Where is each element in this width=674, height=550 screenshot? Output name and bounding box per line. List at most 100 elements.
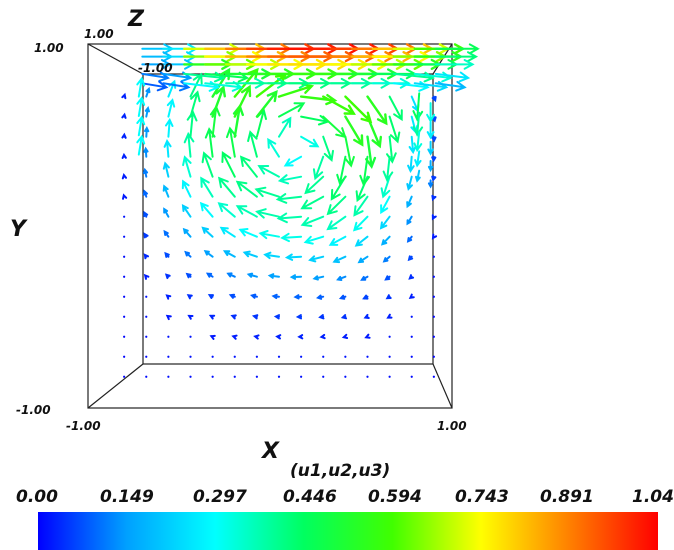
velocity-arrow <box>278 102 306 118</box>
velocity-arrow <box>410 355 413 358</box>
velocity-arrow <box>432 335 435 338</box>
velocity-arrow <box>322 95 356 115</box>
velocity-arrow <box>162 161 170 178</box>
velocity-arrow <box>385 294 392 300</box>
velocity-arrow <box>209 334 216 340</box>
velocity-arrow <box>352 215 369 232</box>
velocity-arrow <box>162 184 170 198</box>
velocity-arrow <box>121 92 127 100</box>
velocity-arrow <box>203 250 214 258</box>
velocity-arrow <box>199 201 214 218</box>
velocity-arrow <box>382 255 391 263</box>
velocity-arrow <box>379 215 391 230</box>
velocity-arrow <box>322 115 347 139</box>
velocity-arrow <box>184 250 192 258</box>
velocity-arrow <box>217 176 236 198</box>
velocity-arrow <box>123 235 126 238</box>
velocity-arrow <box>363 313 370 319</box>
velocity-arrow <box>406 195 413 209</box>
velocity-arrow <box>408 274 415 280</box>
velocity-arrow <box>284 253 303 261</box>
velocity-arrow <box>328 235 347 246</box>
velocity-arrow <box>123 215 126 218</box>
velocity-arrow <box>414 150 422 168</box>
velocity-arrow <box>143 273 150 280</box>
y-axis-label: Y <box>10 217 28 242</box>
velocity-arrow <box>164 273 171 280</box>
velocity-arrow <box>136 115 146 137</box>
velocity-arrow <box>431 115 437 123</box>
velocity-arrow <box>276 212 303 224</box>
velocity-arrow <box>189 355 192 358</box>
z-bottom-tick: -1.00 <box>138 61 173 75</box>
velocity-arrow <box>354 235 369 247</box>
velocity-arrow <box>415 169 421 183</box>
z-axis-label: Z <box>127 7 145 32</box>
colorbar-tick-label: 0.594 <box>368 487 422 507</box>
velocity-arrow <box>255 90 278 118</box>
velocity-arrow <box>432 295 435 298</box>
x-axis-label: X <box>260 439 280 464</box>
velocity-arrow <box>318 314 325 320</box>
velocity-arrow <box>167 375 170 378</box>
velocity-arrow <box>341 333 349 339</box>
velocity-arrow <box>263 251 280 260</box>
velocity-arrow <box>123 275 126 278</box>
velocity-arrow <box>300 135 320 148</box>
velocity-arrow <box>257 165 280 178</box>
velocity-arrow <box>122 193 128 200</box>
velocity-arrow <box>388 355 391 358</box>
velocity-arrow <box>426 102 436 124</box>
velocity-arrow <box>371 77 411 89</box>
y-min-tick: -1.00 <box>16 403 51 417</box>
velocity-arrow <box>143 253 149 260</box>
velocity-arrow <box>326 195 347 216</box>
velocity-arrow <box>189 335 192 338</box>
velocity-arrow <box>186 110 198 138</box>
velocity-arrow <box>300 375 303 378</box>
velocity-arrow <box>205 272 214 278</box>
velocity-arrow <box>338 294 347 300</box>
velocity-arrow <box>165 117 174 138</box>
colorbar-tick-label: 0.891 <box>540 487 594 507</box>
velocity-arrow <box>366 95 388 126</box>
velocity-arrow <box>408 135 417 155</box>
velocity-arrow <box>275 193 303 204</box>
velocity-arrow <box>208 314 216 320</box>
velocity-arrow <box>431 95 437 103</box>
velocity-arrow <box>167 335 170 338</box>
velocity-arrow <box>273 314 280 320</box>
velocity-arrow <box>164 251 170 258</box>
velocity-arrow <box>366 375 369 378</box>
velocity-arrow <box>233 355 236 358</box>
velocity-arrow <box>384 275 391 281</box>
velocity-arrow <box>380 235 391 246</box>
velocity-arrow <box>255 355 258 358</box>
colorbar-tick-label: 0.00 <box>16 487 58 507</box>
velocity-arrow <box>326 215 347 231</box>
velocity-arrow <box>386 135 397 164</box>
velocity-arrow <box>427 140 434 156</box>
box-edge-bl <box>87 363 144 409</box>
velocity-arrow <box>432 355 435 358</box>
velocity-arrow <box>360 275 369 281</box>
velocity-arrow <box>406 235 413 243</box>
colorbar-tick-label: 1.04 <box>632 487 674 507</box>
velocity-arrow <box>434 71 471 83</box>
velocity-arrow <box>344 115 364 147</box>
velocity-arrow <box>163 207 170 218</box>
velocity-arrow <box>211 355 214 358</box>
velocity-arrow <box>336 275 347 281</box>
velocity-arrow <box>271 293 280 300</box>
velocity-arrow <box>322 375 325 378</box>
velocity-arrow <box>217 202 236 218</box>
velocity-arrow <box>407 255 414 262</box>
velocity-arrow <box>238 228 258 238</box>
velocity-arrow <box>316 294 325 300</box>
velocity-arrow <box>312 275 325 281</box>
velocity-arrow <box>123 315 126 318</box>
z-top-tick: 1.00 <box>84 27 114 41</box>
velocity-arrow <box>267 273 280 279</box>
velocity-arrow <box>336 155 347 186</box>
